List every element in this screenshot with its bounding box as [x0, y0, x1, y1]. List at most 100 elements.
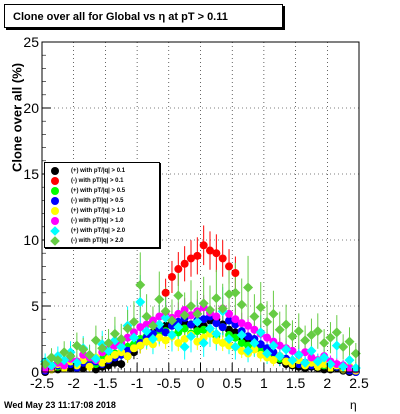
data-point	[282, 357, 291, 366]
data-point	[79, 350, 88, 359]
chart-title: Clone over all for Global vs η at pT > 0…	[13, 11, 228, 23]
data-point	[199, 241, 208, 250]
x-tick-label: -0.5	[157, 375, 181, 391]
data-point	[174, 309, 183, 318]
data-point	[224, 334, 235, 344]
data-point	[122, 323, 133, 334]
data-point	[192, 316, 203, 327]
data-point	[218, 254, 227, 263]
legend-marker	[50, 226, 60, 236]
y-axis-label: Clone over all (%)	[9, 62, 25, 173]
data-point	[141, 326, 152, 337]
data-point	[90, 335, 101, 346]
legend-label: (+) with pT/|q| > 0.1	[71, 168, 126, 174]
legend-item: (+) with pT/|q| > 0.1	[47, 166, 159, 176]
data-point	[97, 343, 108, 354]
legend-item: (-) with pT/|q| > 2.0	[47, 236, 159, 246]
data-point	[306, 345, 317, 356]
data-point	[71, 357, 82, 368]
legend-label: (+) with pT/|q| > 0.5	[71, 188, 126, 194]
legend: (+) with pT/|q| > 0.1 (-) with pT/|q| > …	[44, 162, 160, 248]
data-point	[255, 302, 266, 313]
data-point	[331, 327, 342, 338]
data-point	[263, 333, 272, 342]
data-point	[237, 338, 246, 347]
data-point	[331, 340, 342, 351]
legend-marker	[51, 187, 59, 195]
date-stamp: Wed May 23 11:17:08 2018	[4, 400, 116, 410]
tick-labels: -2.5 -2 -1.5 -1 -0.5 0 0.5 1 1.5 2 2.5 0 5 10 15 20 25	[23, 34, 369, 391]
x-tick-label: 0	[197, 375, 205, 391]
data-point	[288, 346, 297, 355]
y-tick-label: 0	[31, 364, 39, 380]
data-point	[65, 351, 76, 362]
data-point	[243, 282, 254, 293]
data-point	[244, 332, 253, 341]
data-point	[212, 312, 221, 321]
data-point	[268, 340, 279, 351]
data-point	[262, 348, 273, 359]
legend-label: (+) with pT/|q| > 2.0	[71, 228, 126, 234]
data-point	[206, 246, 215, 255]
data-point	[142, 320, 151, 329]
data-point	[167, 321, 176, 330]
data-point	[293, 349, 304, 360]
data-point	[52, 355, 63, 366]
data-point	[225, 262, 234, 271]
x-tick-label: 1.5	[286, 375, 306, 391]
data-point	[136, 323, 145, 332]
data-point	[71, 340, 82, 351]
data-point	[256, 340, 265, 349]
data-point	[193, 251, 202, 260]
x-tick-label: 2	[323, 375, 331, 391]
data-point	[211, 293, 222, 304]
x-tick-label: -2.5	[30, 375, 54, 391]
data-point	[85, 362, 94, 371]
data-point	[313, 362, 322, 371]
axis-ticks	[41, 41, 360, 373]
legend-label: (+) with pT/|q| > 1.0	[71, 208, 126, 214]
data-point	[255, 327, 266, 338]
data-point	[236, 330, 247, 341]
data-point	[224, 289, 235, 300]
data-point	[300, 357, 311, 368]
data-point	[166, 330, 177, 341]
data-point	[129, 344, 138, 353]
data-point	[244, 321, 253, 330]
data-point	[41, 365, 50, 374]
data-point	[40, 359, 51, 370]
legend-marker	[50, 236, 60, 246]
data-point	[84, 349, 95, 360]
legend-item: (+) with pT/|q| > 0.5	[47, 186, 159, 196]
x-tick-label: 2.5	[349, 375, 369, 391]
data-point	[128, 316, 139, 327]
data-point	[256, 350, 265, 359]
data-point	[154, 294, 165, 305]
legend-item: (+) with pT/|q| > 2.0	[47, 226, 159, 236]
legend-marker	[51, 217, 59, 225]
data-point	[338, 341, 349, 352]
data-point	[350, 348, 361, 359]
legend-marker	[51, 177, 59, 185]
data-point	[319, 352, 330, 363]
data-point	[160, 306, 171, 317]
data-point	[192, 308, 203, 319]
data-point	[236, 299, 247, 310]
legend-marker	[51, 207, 59, 215]
data-point	[345, 364, 354, 373]
data-point	[117, 360, 126, 369]
data-point	[237, 319, 246, 328]
data-point	[123, 333, 132, 342]
data-point	[205, 304, 216, 315]
data-markers	[40, 241, 361, 376]
data-point	[287, 331, 298, 342]
data-point	[300, 335, 311, 346]
legend-item: (-) with pT/|q| > 1.0	[47, 216, 159, 226]
data-point	[211, 328, 222, 339]
data-point	[90, 353, 101, 364]
data-point	[250, 345, 259, 354]
legend-label: (-) with pT/|q| > 0.5	[71, 198, 124, 204]
y-tick-label: 15	[23, 166, 39, 182]
data-point	[110, 350, 119, 359]
data-point	[148, 316, 157, 325]
